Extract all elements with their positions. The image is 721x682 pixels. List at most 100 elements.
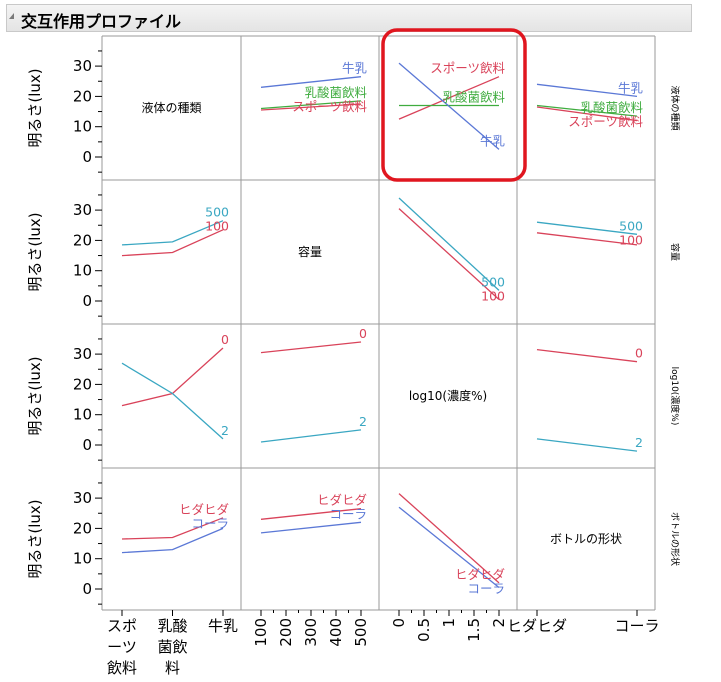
series-label: 乳酸菌飲料 xyxy=(304,85,367,100)
series-label: 2 xyxy=(359,414,367,429)
series-label: スポーツ飲料 xyxy=(292,99,367,114)
series-line xyxy=(260,100,362,110)
series-line xyxy=(260,521,362,534)
y-tick-label: 10 xyxy=(73,118,92,136)
y-axis-title: 明るさ(lux) xyxy=(26,212,44,291)
x-tick-label: 400 xyxy=(327,618,345,647)
x-tick-label: 飲料 xyxy=(107,659,137,677)
series-label: 0 xyxy=(221,332,229,347)
series-line xyxy=(398,208,500,300)
series-label: 0 xyxy=(359,326,367,341)
series-label: 100 xyxy=(205,219,229,234)
series-line xyxy=(260,103,362,111)
row-factor-label: ボトルの形状 xyxy=(669,512,681,566)
series-line xyxy=(121,517,224,540)
y-tick-label: 10 xyxy=(73,406,92,424)
page-title: 交互作用プロファイル xyxy=(21,12,182,31)
y-axis-title: 明るさ(lux) xyxy=(26,356,44,435)
row-factor-label: log10(濃度%) xyxy=(669,367,681,426)
y-tick-label: 0 xyxy=(82,436,92,454)
x-tick-label: ヒダヒダ xyxy=(507,617,567,635)
y-tick-label: 0 xyxy=(82,148,92,166)
series-line xyxy=(260,76,362,88)
series-line xyxy=(536,106,638,122)
series-label: 100 xyxy=(619,232,643,247)
series-line xyxy=(398,506,500,589)
x-tick-label: 2 xyxy=(490,618,508,628)
y-axis-title: 明るさ(lux) xyxy=(26,68,44,147)
series-label: ヒダヒダ xyxy=(179,502,229,517)
series-line xyxy=(121,527,224,554)
x-tick-label: スポ xyxy=(107,617,137,635)
x-tick-label: 300 xyxy=(302,618,320,647)
x-tick-label: 乳酸 xyxy=(157,617,187,635)
series-line xyxy=(398,493,500,584)
series-line xyxy=(536,348,638,363)
y-tick-label: 20 xyxy=(73,231,92,249)
factor-name-label: log10(濃度%) xyxy=(409,388,487,403)
series-label: コーラ xyxy=(467,581,505,596)
series-label: 牛乳 xyxy=(618,80,643,95)
series-line xyxy=(536,221,638,235)
y-tick-label: 10 xyxy=(73,262,92,280)
x-tick-label: 1.5 xyxy=(465,618,483,642)
y-tick-label: 20 xyxy=(73,375,92,393)
profiler-header[interactable]: 交互作用プロファイル xyxy=(6,4,692,32)
series-line xyxy=(398,76,500,120)
series-line xyxy=(260,508,362,520)
y-tick-label: 10 xyxy=(73,550,92,568)
x-tick-label: コーラ xyxy=(614,617,659,635)
series-label: スポーツ飲料 xyxy=(430,61,505,76)
y-tick-label: 30 xyxy=(73,489,92,507)
x-tick-label: 500 xyxy=(352,618,370,647)
series-line xyxy=(260,341,362,354)
series-label: 500 xyxy=(205,205,229,220)
y-tick-label: 0 xyxy=(82,292,92,310)
row-factor-label: 容量 xyxy=(669,243,681,261)
series-line xyxy=(260,429,362,443)
series-line xyxy=(536,438,638,452)
y-tick-label: 30 xyxy=(73,201,92,219)
series-label: 100 xyxy=(481,288,505,303)
series-label: 0 xyxy=(635,346,643,361)
series-line xyxy=(121,347,224,407)
series-line xyxy=(121,362,224,440)
x-tick-label: 100 xyxy=(252,618,270,647)
series-label: コーラ xyxy=(191,516,229,531)
x-tick-label: 0 xyxy=(390,618,408,628)
series-line xyxy=(398,62,500,150)
series-label: ヒダヒダ xyxy=(317,493,367,508)
y-tick-label: 20 xyxy=(73,519,92,537)
factor-name-label: 液体の種類 xyxy=(141,100,201,115)
x-tick-label: 牛乳 xyxy=(208,617,238,635)
x-tick-label: 1 xyxy=(440,618,458,628)
series-line xyxy=(398,197,500,291)
x-tick-label: 200 xyxy=(277,618,295,647)
y-tick-label: 0 xyxy=(82,580,92,598)
series-line xyxy=(536,232,638,246)
series-label: スポーツ飲料 xyxy=(568,114,643,129)
series-line xyxy=(121,220,224,246)
row-factor-label: 液体の種類 xyxy=(669,85,681,130)
factor-name-label: 容量 xyxy=(298,244,322,259)
series-label: 500 xyxy=(619,218,643,233)
series-line xyxy=(121,229,224,257)
series-label: 500 xyxy=(481,274,505,289)
y-tick-label: 30 xyxy=(73,57,92,75)
disclosure-triangle-icon[interactable] xyxy=(9,13,14,19)
factor-name-label: ボトルの形状 xyxy=(550,532,622,546)
y-tick-label: 20 xyxy=(73,87,92,105)
x-tick-label: ーツ xyxy=(107,638,137,656)
x-tick-label: 0.5 xyxy=(415,618,433,642)
series-line xyxy=(536,83,638,98)
series-line xyxy=(536,104,638,117)
x-tick-label: 菌飲 xyxy=(157,638,187,656)
series-label: 2 xyxy=(221,423,229,438)
series-label: ヒダヒダ xyxy=(455,567,505,582)
y-tick-label: 30 xyxy=(73,345,92,363)
series-label: 乳酸菌飲料 xyxy=(580,100,643,115)
series-label: 牛乳 xyxy=(480,133,505,148)
y-axis-title: 明るさ(lux) xyxy=(26,499,44,578)
series-label: 牛乳 xyxy=(342,61,367,76)
